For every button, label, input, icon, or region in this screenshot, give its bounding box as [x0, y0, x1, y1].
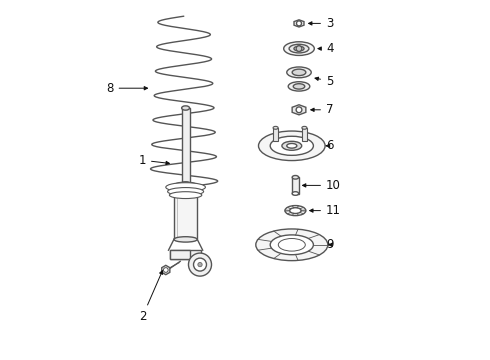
Bar: [182, 108, 190, 184]
Text: 6: 6: [326, 139, 334, 152]
Bar: [174, 185, 197, 239]
Ellipse shape: [256, 229, 328, 261]
Ellipse shape: [182, 106, 190, 110]
Ellipse shape: [259, 131, 325, 161]
Text: 3: 3: [309, 17, 333, 30]
Circle shape: [296, 46, 302, 51]
Circle shape: [198, 262, 202, 267]
Ellipse shape: [270, 235, 314, 255]
Bar: [292, 177, 298, 194]
Bar: [273, 128, 278, 141]
Ellipse shape: [285, 206, 306, 216]
Circle shape: [296, 107, 302, 113]
Text: 8: 8: [106, 82, 147, 95]
Polygon shape: [162, 265, 170, 275]
Ellipse shape: [288, 82, 310, 91]
Circle shape: [189, 253, 212, 276]
Circle shape: [164, 268, 168, 273]
Text: 10: 10: [302, 179, 341, 192]
Ellipse shape: [302, 126, 307, 129]
Ellipse shape: [278, 238, 305, 251]
Ellipse shape: [289, 44, 309, 53]
Text: 9: 9: [326, 238, 334, 251]
Polygon shape: [292, 105, 306, 115]
Text: 5: 5: [315, 75, 333, 87]
Ellipse shape: [270, 136, 314, 156]
Circle shape: [194, 258, 206, 271]
Bar: [302, 128, 307, 141]
Bar: [171, 250, 201, 259]
Ellipse shape: [290, 208, 301, 213]
Text: 1: 1: [139, 154, 170, 167]
Ellipse shape: [282, 141, 302, 150]
Polygon shape: [294, 20, 304, 27]
Ellipse shape: [292, 192, 298, 195]
Ellipse shape: [170, 192, 202, 199]
Text: 2: 2: [139, 271, 163, 323]
Ellipse shape: [284, 42, 314, 55]
Text: 4: 4: [318, 42, 334, 55]
Bar: [171, 250, 190, 259]
Ellipse shape: [294, 46, 304, 51]
Text: 11: 11: [310, 204, 341, 217]
Ellipse shape: [287, 67, 311, 78]
Ellipse shape: [174, 182, 197, 189]
Ellipse shape: [292, 176, 298, 179]
Ellipse shape: [273, 126, 278, 129]
Ellipse shape: [174, 237, 197, 242]
Ellipse shape: [168, 188, 204, 195]
Circle shape: [296, 21, 301, 26]
Ellipse shape: [166, 183, 205, 192]
Text: 7: 7: [311, 103, 334, 116]
Ellipse shape: [287, 144, 297, 148]
Ellipse shape: [292, 69, 306, 76]
Ellipse shape: [293, 84, 305, 89]
Ellipse shape: [182, 182, 190, 185]
